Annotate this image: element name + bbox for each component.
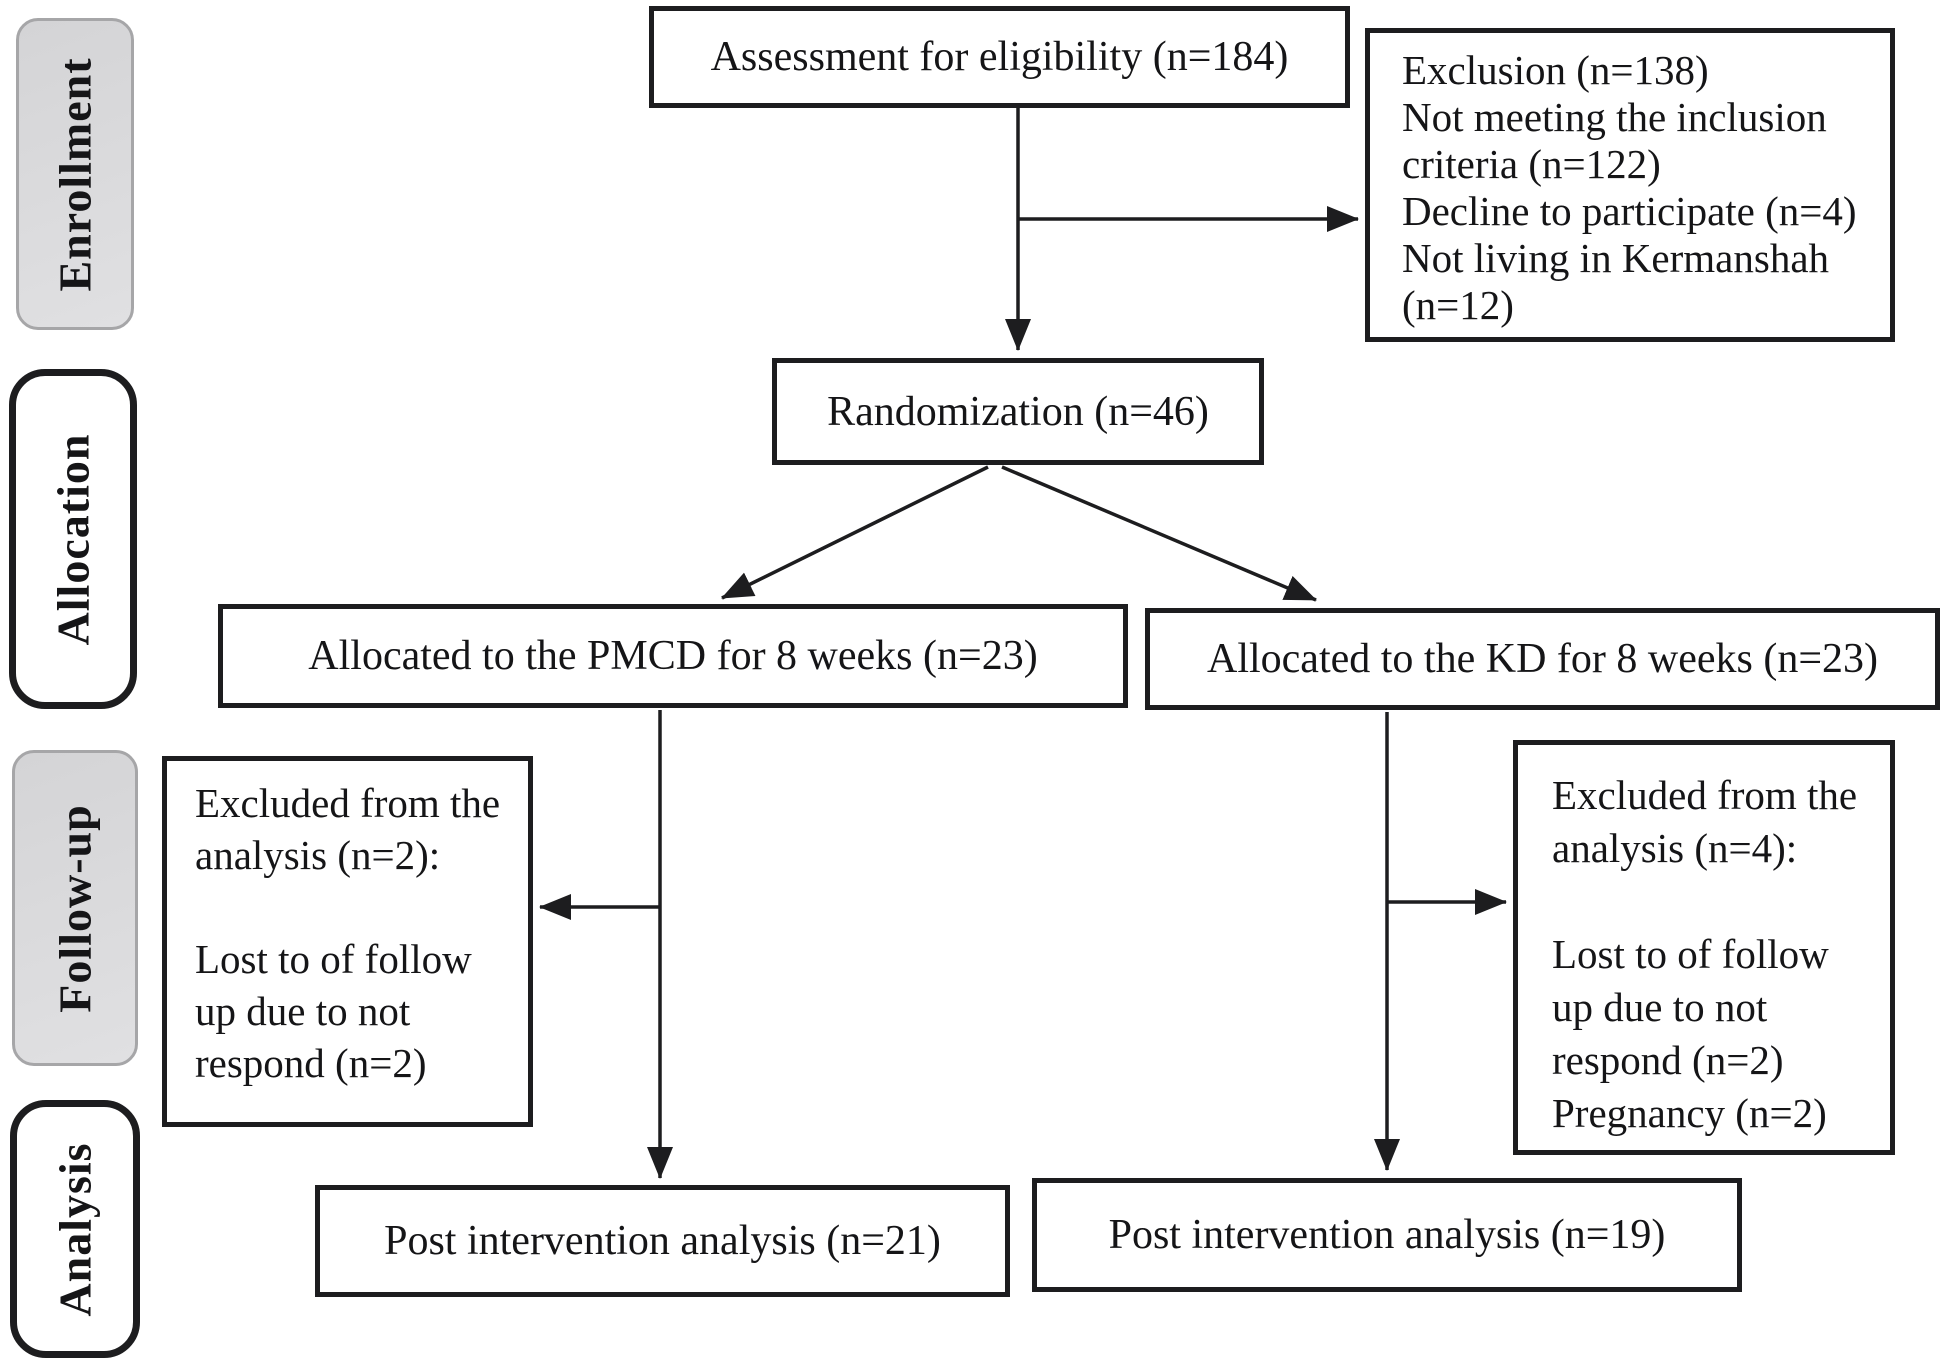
exclusion-line: Decline to participate (n=4)	[1402, 188, 1857, 234]
exclusion-line: Not living in Kermanshah	[1402, 235, 1830, 281]
excluded-right-box: Excluded from the analysis (n=4): Lost t…	[1513, 740, 1895, 1155]
excluded-left-line: Lost to of follow	[195, 936, 472, 982]
stage-analysis-label: Analysis	[49, 1141, 101, 1317]
randomization-text: Randomization (n=46)	[827, 388, 1209, 435]
exclusion-line: Not meeting the inclusion	[1402, 94, 1827, 140]
allocated-pmcd-text: Allocated to the PMCD for 8 weeks (n=23)	[308, 633, 1038, 679]
excluded-left-line	[195, 881, 520, 933]
excluded-left-box: Excluded from the analysis (n=2): Lost t…	[162, 756, 533, 1127]
stage-followup-label: Follow-up	[49, 803, 101, 1013]
randomization-box: Randomization (n=46)	[772, 358, 1264, 465]
excluded-left-line: analysis (n=2):	[195, 832, 441, 878]
exclusion-line: Exclusion (n=138)	[1402, 47, 1709, 93]
stage-allocation: Allocation	[9, 369, 137, 709]
stage-enrollment: Enrollment	[16, 18, 134, 330]
exclusion-line: criteria (n=122)	[1402, 141, 1661, 187]
excluded-left-line: up due to not	[195, 988, 411, 1034]
allocated-kd-box: Allocated to the KD for 8 weeks (n=23)	[1145, 608, 1940, 710]
stage-allocation-label: Allocation	[47, 433, 99, 645]
post-intervention-left-box: Post intervention analysis (n=21)	[315, 1185, 1010, 1297]
excluded-right-line: Pregnancy (n=2)	[1552, 1090, 1827, 1136]
post-intervention-left-text: Post intervention analysis (n=21)	[384, 1218, 941, 1264]
excluded-left-line: respond (n=2)	[195, 1040, 427, 1086]
exclusion-box: Exclusion (n=138) Not meeting the inclus…	[1365, 28, 1895, 342]
assessment-text: Assessment for eligibility (n=184)	[710, 34, 1289, 80]
arrow-randomization-to-kd	[1001, 465, 1317, 602]
arrow-randomization-to-pmcd	[721, 465, 989, 600]
excluded-right-line: Lost to of follow	[1552, 931, 1829, 977]
stage-followup: Follow-up	[12, 750, 138, 1066]
post-intervention-right-text: Post intervention analysis (n=19)	[1108, 1212, 1666, 1258]
allocated-pmcd-box: Allocated to the PMCD for 8 weeks (n=23)	[218, 604, 1128, 708]
stage-analysis: Analysis	[10, 1100, 140, 1358]
assessment-box: Assessment for eligibility (n=184)	[649, 6, 1350, 108]
excluded-right-line: analysis (n=4):	[1552, 825, 1798, 871]
excluded-left-line: Excluded from the	[195, 780, 501, 826]
allocated-kd-text: Allocated to the KD for 8 weeks (n=23)	[1207, 636, 1878, 682]
excluded-right-line	[1552, 875, 1884, 928]
excluded-right-line: Excluded from the	[1552, 772, 1858, 818]
excluded-right-line: respond (n=2)	[1552, 1037, 1784, 1083]
post-intervention-right-box: Post intervention analysis (n=19)	[1032, 1178, 1742, 1292]
exclusion-line: (n=12)	[1402, 282, 1514, 328]
stage-enrollment-label: Enrollment	[49, 56, 101, 292]
excluded-right-line: up due to not	[1552, 984, 1768, 1030]
